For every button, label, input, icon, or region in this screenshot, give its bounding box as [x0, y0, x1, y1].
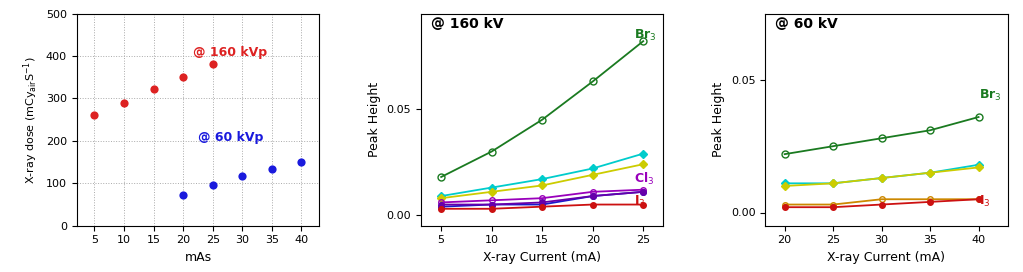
Point	[175, 193, 191, 197]
Text: @ 160 kV: @ 160 kV	[431, 17, 503, 32]
Point	[294, 160, 310, 164]
Point	[264, 167, 280, 172]
Text: Br$_3$: Br$_3$	[634, 28, 657, 43]
Point	[205, 183, 221, 187]
Text: @ 60 kVp: @ 60 kVp	[197, 131, 263, 144]
X-axis label: X-ray Current (mA): X-ray Current (mA)	[483, 251, 602, 264]
Text: Br$_3$: Br$_3$	[979, 88, 1002, 103]
Point	[145, 87, 162, 91]
Y-axis label: Peak Height: Peak Height	[712, 82, 725, 157]
Text: Cl$_3$: Cl$_3$	[634, 171, 655, 187]
X-axis label: mAs: mAs	[184, 251, 212, 264]
Text: @ 160 kVp: @ 160 kVp	[193, 46, 267, 59]
Y-axis label: Peak Height: Peak Height	[368, 82, 382, 157]
Point	[234, 174, 251, 178]
Point	[205, 61, 221, 66]
Text: @ 60 kV: @ 60 kV	[775, 17, 838, 32]
Point	[86, 113, 102, 118]
Text: I$_3$: I$_3$	[634, 194, 646, 209]
Point	[116, 101, 132, 105]
Point	[175, 75, 191, 79]
X-axis label: X-ray Current (mA): X-ray Current (mA)	[828, 251, 945, 264]
Text: I$_3$: I$_3$	[979, 194, 990, 209]
Y-axis label: X-ray dose ($\mathrm{mCy_{air}S^{-1}}$): X-ray dose ($\mathrm{mCy_{air}S^{-1}}$)	[21, 56, 40, 184]
